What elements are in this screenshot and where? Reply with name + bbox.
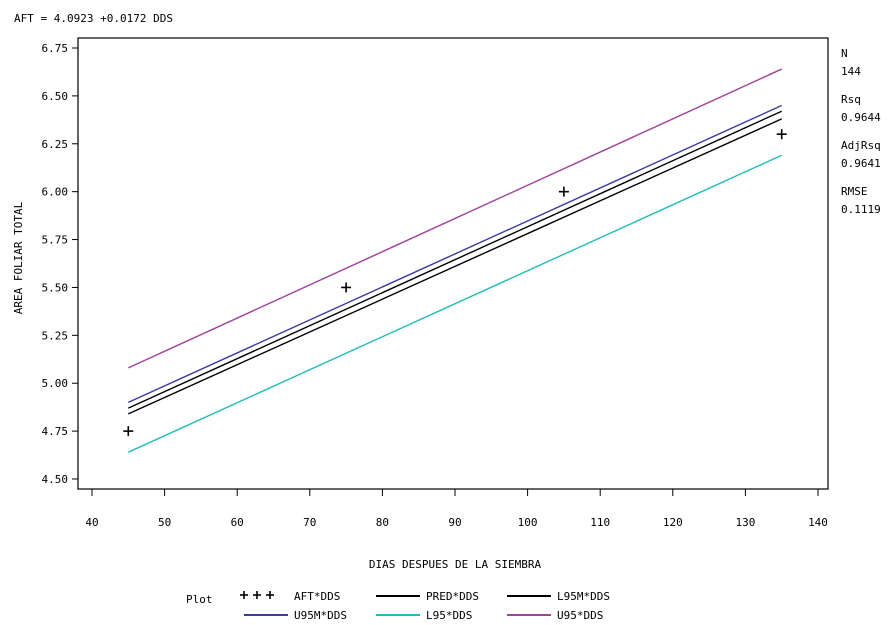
legend-item: U95*DDS — [507, 609, 603, 622]
series-line-l95m-dds — [128, 118, 782, 415]
legend-item: L95*DDS — [376, 609, 472, 622]
x-tick-label: 120 — [663, 516, 683, 529]
y-axis: 4.50 4.75 5.00 5.25 5.50 5.75 6.00 6.25 6.50 6.75 — [42, 42, 78, 486]
y-tick-label: 4.75 — [42, 425, 69, 438]
stat-value: 144 — [841, 65, 861, 78]
legend-item-label: U95*DDS — [557, 609, 603, 622]
legend-item: AFT*DDS — [240, 590, 340, 603]
y-tick-label: 5.25 — [42, 329, 69, 342]
x-tick-label: 110 — [590, 516, 610, 529]
y-tick-label: 5.00 — [42, 377, 69, 390]
y-tick-label: 6.50 — [42, 90, 69, 103]
x-tick-label: 130 — [735, 516, 755, 529]
regression-equation: AFT = 4.0923 +0.0172 DDS — [14, 12, 173, 25]
stat-label: AdjRsq — [841, 139, 881, 152]
x-tick-label: 100 — [518, 516, 538, 529]
legend-item-label: U95M*DDS — [294, 609, 347, 622]
y-tick-label: 6.25 — [42, 138, 69, 151]
x-tick-label: 140 — [808, 516, 828, 529]
series-line-l95-dds — [128, 154, 782, 453]
legend-item: L95M*DDS — [507, 590, 610, 603]
data-point — [123, 426, 134, 437]
points-layer — [123, 129, 787, 437]
y-axis-label: AREA FOLIAR TOTAL — [12, 201, 25, 314]
stat-label: RMSE — [841, 185, 868, 198]
stat-label: N — [841, 47, 848, 60]
legend-item: U95M*DDS — [244, 609, 347, 622]
legend-title: Plot — [186, 593, 213, 606]
data-point — [341, 282, 352, 293]
y-tick-label: 6.00 — [42, 186, 69, 199]
y-tick-label: 4.50 — [42, 473, 69, 486]
x-tick-label: 40 — [85, 516, 98, 529]
legend: Plot AFT*DDS PRED*DDS L95M*DDS U95M*DDS L95*… — [186, 590, 610, 622]
y-tick-label: 5.50 — [42, 281, 69, 294]
series-line-pred-dds — [128, 110, 782, 409]
data-point — [776, 129, 787, 140]
legend-item: PRED*DDS — [376, 590, 479, 603]
x-axis: 40 50 60 70 80 90 100 110 120 130 140 — [85, 489, 828, 529]
stats-panel: N 144 Rsq 0.9644 AdjRsq 0.9641 RMSE 0.1119 — [841, 47, 881, 216]
y-tick-label: 5.75 — [42, 234, 69, 247]
plot-frame — [77, 37, 829, 490]
stat-value: 0.1119 — [841, 203, 881, 216]
series-layer — [128, 68, 782, 453]
series-line-u95-dds — [128, 68, 782, 369]
x-tick-label: 80 — [376, 516, 389, 529]
x-tick-label: 60 — [231, 516, 244, 529]
x-tick-label: 90 — [448, 516, 461, 529]
x-tick-label: 70 — [303, 516, 316, 529]
series-line-u95m-dds — [128, 104, 782, 404]
data-point — [558, 186, 569, 197]
stat-label: Rsq — [841, 93, 861, 106]
x-axis-label: DIAS DESPUES DE LA SIEMBRA — [369, 558, 542, 571]
legend-item-label: PRED*DDS — [426, 590, 479, 603]
legend-item-label: L95*DDS — [426, 609, 472, 622]
legend-item-label: L95M*DDS — [557, 590, 610, 603]
legend-item-label: AFT*DDS — [294, 590, 340, 603]
stat-value: 0.9641 — [841, 157, 881, 170]
x-tick-label: 50 — [158, 516, 171, 529]
stat-value: 0.9644 — [841, 111, 881, 124]
y-tick-label: 6.75 — [42, 42, 69, 55]
